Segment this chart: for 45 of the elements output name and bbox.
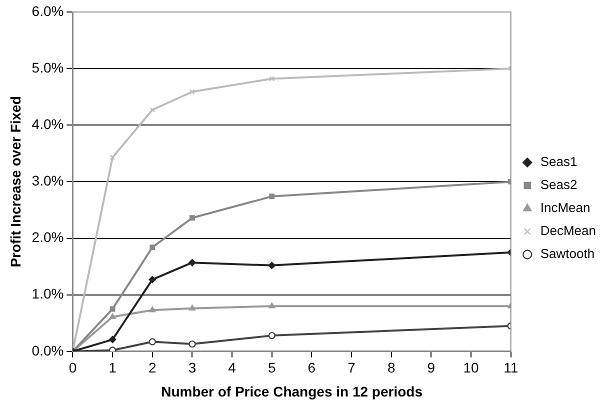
y-axis-title: Profit Increase over Fixed — [7, 96, 24, 268]
point — [269, 194, 275, 200]
x-tick-label: 8 — [387, 360, 396, 376]
point — [188, 258, 196, 266]
point — [268, 332, 276, 340]
point — [189, 215, 195, 221]
point — [150, 107, 156, 113]
y-tick-label: 1.0% — [32, 286, 64, 302]
x-tick-label: 2 — [148, 360, 156, 376]
point — [268, 302, 276, 308]
legend-label: Seas2 — [540, 177, 578, 192]
x-tick-label: 11 — [504, 360, 518, 376]
y-tick-label: 4.0% — [32, 116, 64, 132]
point — [148, 276, 156, 284]
point — [148, 338, 156, 346]
y-tick-label: 3.0% — [32, 172, 64, 189]
y-tick-label: 2.0% — [32, 229, 64, 246]
legend-label: DecMean — [540, 223, 596, 238]
point — [189, 89, 195, 94]
legend-label: Seas1 — [540, 154, 578, 170]
point — [110, 306, 116, 312]
point — [269, 76, 275, 82]
point — [189, 304, 196, 311]
x-axis-title: Number of Price Changes in 12 periods — [161, 383, 423, 400]
x-tick-label: 5 — [268, 360, 276, 376]
x-tick-label: 0 — [68, 360, 77, 376]
y-tick-label: 6.0% — [32, 2, 64, 19]
x-tick-label: 9 — [427, 360, 436, 376]
point — [109, 313, 116, 319]
y-tick-label: 5.0% — [32, 59, 64, 76]
point — [110, 154, 116, 160]
point — [150, 244, 156, 250]
legend-label: IncMean — [540, 200, 590, 216]
point — [188, 340, 196, 348]
x-tick-label: 7 — [348, 360, 356, 376]
x-tick-label: 3 — [188, 360, 196, 376]
point — [149, 306, 156, 312]
y-tick-label: 0.0% — [32, 342, 64, 358]
x-tick-label: 10 — [463, 360, 480, 376]
x-tick-label: 4 — [228, 360, 236, 376]
x-tick-label: 1 — [108, 360, 117, 376]
point — [108, 336, 116, 344]
x-tick-label: 6 — [308, 360, 316, 376]
legend-label: Sawtooth — [540, 246, 595, 262]
point — [268, 262, 276, 270]
